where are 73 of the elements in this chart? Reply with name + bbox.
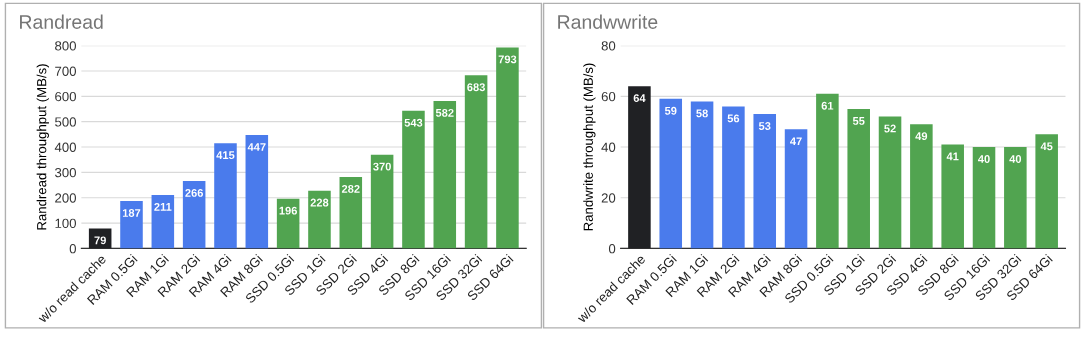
bar [628, 86, 651, 249]
data-label: 47 [790, 137, 802, 146]
data-label: 370 [373, 162, 391, 171]
bar [464, 75, 488, 249]
data-label: 56 [727, 114, 740, 123]
data-label: 55 [852, 117, 865, 125]
data-label: 58 [696, 109, 708, 118]
y-tick-label: 800 [55, 41, 76, 51]
bar [339, 176, 363, 249]
bar [276, 198, 300, 249]
bar [245, 135, 269, 249]
bar [308, 190, 331, 249]
data-label: 64 [633, 94, 646, 103]
bar [1004, 147, 1027, 249]
data-label: 59 [664, 106, 677, 115]
bar [847, 109, 870, 249]
y-tick-label: 200 [55, 193, 76, 203]
bar [120, 201, 143, 249]
data-label: 79 [94, 236, 106, 245]
y-tick-label: 600 [55, 91, 76, 102]
y-tick-label: 100 [55, 218, 76, 228]
bar [402, 110, 425, 249]
bar [972, 147, 996, 249]
bar [816, 93, 839, 249]
bar [690, 101, 714, 249]
data-label: 266 [185, 188, 204, 197]
bar [1035, 134, 1058, 249]
data-label: 196 [279, 206, 297, 215]
bar [214, 143, 237, 249]
y-tick-label: 400 [54, 142, 76, 152]
bar [941, 144, 964, 249]
data-label: 61 [821, 101, 834, 110]
data-label: 683 [467, 83, 485, 92]
data-label: 228 [310, 198, 329, 207]
data-label: 582 [435, 108, 454, 117]
y-tick-label: 40 [601, 142, 616, 152]
bar [784, 129, 808, 249]
data-label: 40 [978, 155, 990, 163]
bar [910, 124, 933, 249]
chart-title: Randread [20, 14, 103, 29]
bar [878, 116, 902, 249]
y-axis-title: Randread throughput (MB/s) [36, 64, 49, 230]
bar [370, 154, 394, 249]
y-tick-label: 0 [608, 244, 616, 254]
data-label: 49 [915, 132, 928, 141]
bar [433, 100, 457, 249]
y-tick-label: 300 [55, 167, 76, 178]
bar [753, 114, 776, 249]
data-label: 543 [404, 118, 423, 127]
data-label: 415 [216, 151, 235, 160]
data-label: 52 [884, 124, 896, 133]
bar [151, 194, 175, 249]
data-label: 41 [946, 152, 959, 161]
y-tick-label: 20 [601, 193, 616, 203]
y-tick-label: 0 [69, 244, 76, 254]
data-label: 53 [758, 122, 771, 130]
data-label: 447 [247, 143, 266, 151]
data-label: 282 [341, 184, 360, 193]
data-label: 45 [1040, 142, 1053, 151]
data-label: 40 [1009, 155, 1022, 163]
bar [722, 106, 745, 249]
data-label: 211 [154, 202, 172, 211]
bar [659, 98, 683, 249]
y-tick-label: 60 [601, 91, 616, 102]
bar [496, 47, 519, 249]
data-label: 793 [498, 55, 517, 64]
y-axis-title: Randwrite throughput (MB/s) [583, 63, 596, 231]
bar [182, 181, 206, 249]
chart-title: Randwwrite [558, 14, 658, 29]
data-label: 187 [122, 209, 141, 217]
y-tick-label: 500 [55, 117, 76, 127]
y-tick-label: 700 [55, 66, 76, 76]
y-tick-label: 80 [601, 41, 616, 51]
